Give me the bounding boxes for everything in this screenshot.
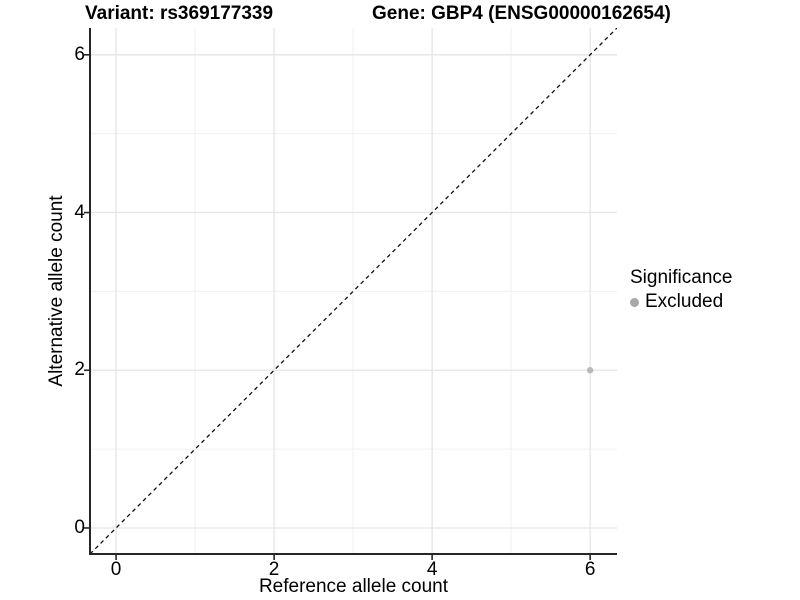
- y-tick-label: 4: [74, 201, 85, 223]
- y-tick-label: 2: [74, 359, 85, 381]
- legend-title: Significance: [630, 267, 733, 288]
- legend: Significance Excluded: [630, 267, 732, 313]
- plot-title-gene: Gene: GBP4 (ENSG00000162654): [372, 3, 671, 24]
- plot-panel: [84, 28, 617, 560]
- x-axis-label: Reference allele count: [258, 576, 449, 597]
- legend-entry: Excluded: [630, 291, 732, 313]
- legend-entry-label: Excluded: [645, 291, 724, 312]
- x-tick-label: 6: [584, 559, 596, 580]
- x-tick-label: 2: [268, 559, 280, 580]
- y-tick-label: 6: [74, 43, 85, 65]
- data-point: [586, 367, 594, 374]
- y-tick-label: 0: [74, 516, 85, 538]
- plot-title-variant: Variant: rs369177339: [85, 3, 274, 24]
- legend-key-dot-icon: [630, 297, 639, 307]
- legend-entries: Excluded: [630, 291, 732, 313]
- x-tick-label: 0: [110, 559, 122, 580]
- y-axis-label: Alternative allele count: [46, 195, 67, 387]
- x-tick-label: 4: [426, 559, 438, 580]
